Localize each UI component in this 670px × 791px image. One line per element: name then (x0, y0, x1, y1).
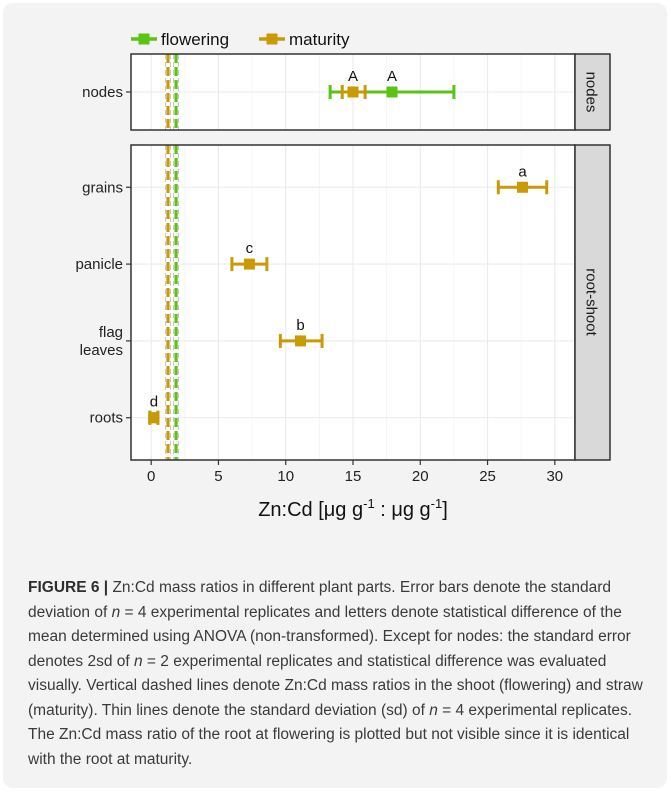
y-label-panicle: panicle (75, 256, 123, 273)
y-label-grains: grains (82, 179, 123, 196)
y-label-nodes: nodes (82, 84, 123, 101)
x-axis-title-main: Zn:Cd [μg g (258, 499, 363, 521)
significance-letter-nodes-flowering: A (387, 68, 397, 85)
x-tick-label: 0 (147, 468, 155, 485)
caption-part-4: = 4 experimental replicates. The Zn:Cd m… (28, 701, 633, 768)
y-label-line: leaves (80, 342, 123, 359)
x-tick-label: 20 (412, 468, 429, 485)
figure-label: FIGURE 6 | (28, 579, 109, 596)
y-label-line: flag (99, 324, 123, 341)
x-axis-title: Zn:Cd [μg g-1 : μg g-1] (258, 496, 448, 521)
caption-part-2: = 4 experimental replicates and letters … (28, 603, 631, 670)
panel-root-shoot-grid (131, 145, 575, 460)
point-nodes-maturity (347, 86, 359, 98)
x-tick-label: 5 (214, 468, 222, 485)
point-panicle-maturity (243, 258, 255, 270)
strip-nodes-label: nodes (583, 72, 600, 113)
legend: flowering maturity (131, 30, 350, 49)
caption-part-1: Zn:Cd mass ratios in different plant par… (28, 579, 611, 621)
significance-letter-grains-maturity: a (518, 163, 527, 180)
legend-maturity-marker (266, 33, 278, 45)
x-axis-title-mid: : μg g (375, 499, 431, 521)
legend-flowering-marker (138, 33, 150, 45)
x-axis-title-sup1: -1 (363, 496, 375, 511)
panel-nodes: AA nodes nodes (82, 53, 611, 131)
y-label-flag-leaves: flag leaves (80, 324, 123, 359)
panel-root-shoot: a c b d root-shoot grains panicle flag leaves r… (75, 144, 611, 461)
x-tick-label: 30 (546, 468, 563, 485)
caption-n-1: n (111, 603, 121, 621)
point-flag-leaves-maturity (295, 335, 307, 347)
panel-root-shoot-reference-lines (165, 145, 179, 460)
panel-root-shoot-y-labels: grains panicle flag leaves roots (75, 179, 131, 427)
caption-n-2: n (134, 652, 143, 670)
x-axis-title-sup2: -1 (431, 496, 443, 511)
x-tick-label: 25 (479, 468, 496, 485)
x-axis: 0 5 10 15 20 25 30 (147, 460, 563, 485)
caption-n-3: n (429, 701, 438, 719)
strip-nodes (574, 53, 611, 131)
x-axis-title-end: ] (442, 499, 448, 521)
significance-letter-panicle-maturity: c (246, 240, 254, 257)
significance-letter-nodes-maturity: A (348, 68, 358, 85)
x-tick-label: 10 (277, 468, 294, 485)
significance-letter-flag-leaves-maturity: b (296, 317, 304, 334)
x-tick-label: 15 (345, 468, 362, 485)
panel-nodes-marks: AA (328, 68, 456, 99)
panel-root-shoot-marks: a c b d (148, 163, 549, 425)
point-grains-maturity (517, 181, 529, 193)
significance-letter-roots-maturity: d (150, 394, 158, 411)
point-nodes-flowering (386, 86, 398, 98)
panel-nodes-reference-lines (165, 54, 179, 130)
legend-flowering-label: flowering (161, 30, 229, 49)
strip-root-shoot (574, 144, 611, 461)
legend-maturity-label: maturity (289, 30, 350, 49)
panel-nodes-y-labels: nodes (82, 84, 131, 101)
caption-part-3: = 2 experimental replicates and statisti… (28, 652, 643, 719)
strip-root-shoot-label: root-shoot (583, 268, 600, 336)
figure-caption: FIGURE 6 | Zn:Cd mass ratios in differen… (28, 576, 644, 772)
point-roots-maturity (148, 412, 160, 424)
y-label-roots: roots (90, 410, 123, 427)
